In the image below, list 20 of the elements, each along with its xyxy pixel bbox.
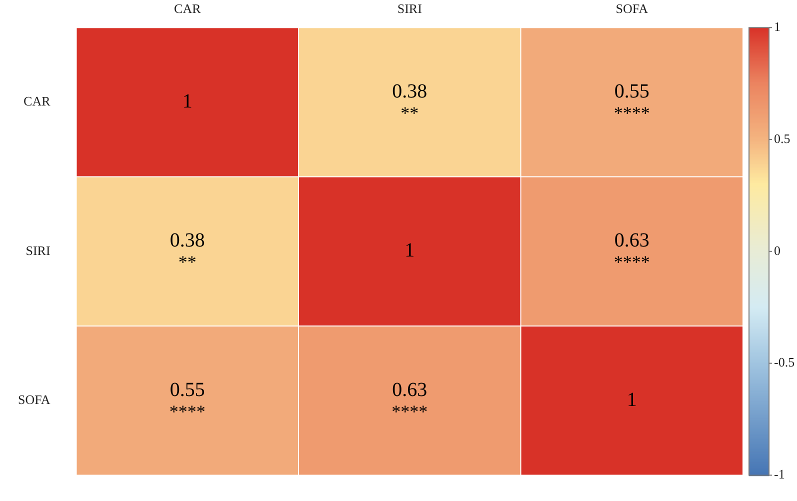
color-bar-label: -1: [774, 466, 785, 482]
data-label: 1: [182, 90, 192, 112]
color-bar-label: 1: [774, 19, 780, 34]
data-label: 0.38 **: [392, 80, 428, 123]
data-label: 1: [626, 388, 637, 411]
data-label: 0.55 ****: [169, 378, 206, 422]
color-bar-label: 0: [774, 242, 780, 258]
y-tick-label: SIRI: [26, 242, 50, 258]
data-label: 1: [404, 240, 415, 262]
y-tick-label: SOFA: [18, 392, 51, 408]
x-tick-label: SIRI: [397, 1, 422, 16]
data-label: 0.63 ****: [392, 378, 428, 422]
x-tick-label: CAR: [174, 1, 202, 16]
data-label: 0.63 ****: [614, 230, 650, 272]
data-label: 0.55 ****: [614, 80, 650, 123]
data-label: 0.38 **: [170, 230, 205, 272]
color-bar-label: 0.5: [774, 130, 790, 146]
color-bar-label: -0.5: [774, 354, 795, 370]
x-tick-label: SOFA: [616, 1, 649, 16]
y-tick-label: CAR: [24, 94, 51, 109]
